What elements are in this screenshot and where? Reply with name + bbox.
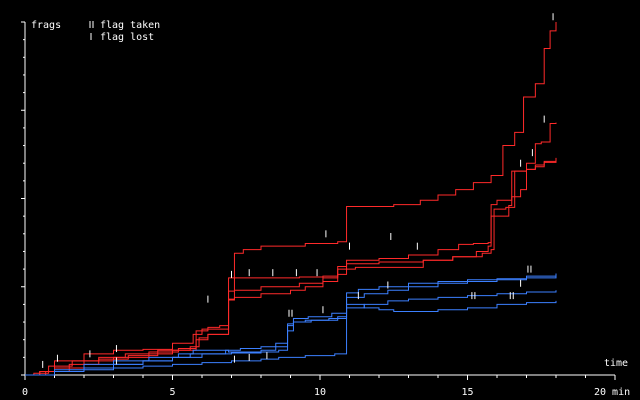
series-line-red-3 — [25, 157, 557, 376]
y-axis-label: frags — [31, 20, 61, 31]
legend: flag taken flag lost — [89, 20, 160, 43]
series-layer — [25, 22, 557, 376]
x-tick-label: 5 — [169, 387, 175, 398]
flag-taken-marker — [527, 265, 532, 273]
series-line-blue-7 — [25, 290, 557, 376]
flag-taken-marker — [471, 292, 476, 300]
legend-lost-label: flag lost — [100, 32, 154, 43]
x-axis-unit: 20 min — [594, 387, 630, 398]
y-ticks — [21, 21, 25, 376]
x-axis-label: time — [604, 358, 628, 369]
x-tick-label: 15 — [461, 387, 473, 398]
x-tick-label: 0 — [22, 387, 28, 398]
flag-taken-marker — [509, 292, 514, 300]
series-line-blue-8 — [25, 300, 557, 376]
series-line-blue-6 — [25, 273, 557, 376]
series-line-red-4 — [25, 160, 557, 376]
legend-taken-marker — [89, 21, 94, 28]
series-line-red-2 — [25, 122, 557, 376]
series-line-red-1 — [25, 22, 557, 376]
x-ticks: 0 5 10 15 — [22, 375, 616, 398]
x-tick-label: 10 — [314, 387, 326, 398]
flag-events — [42, 13, 554, 368]
legend-taken-label: flag taken — [100, 20, 160, 31]
flag-taken-marker — [288, 309, 293, 317]
